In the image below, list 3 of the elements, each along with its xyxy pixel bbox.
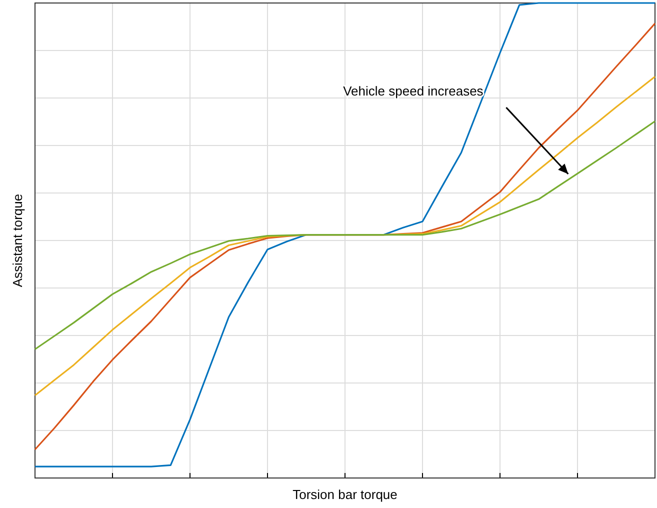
annotation: Vehicle speed increases bbox=[343, 84, 484, 99]
y-axis-title: Assistant torque bbox=[10, 194, 25, 288]
x-axis-title: Torsion bar torque bbox=[292, 487, 398, 502]
